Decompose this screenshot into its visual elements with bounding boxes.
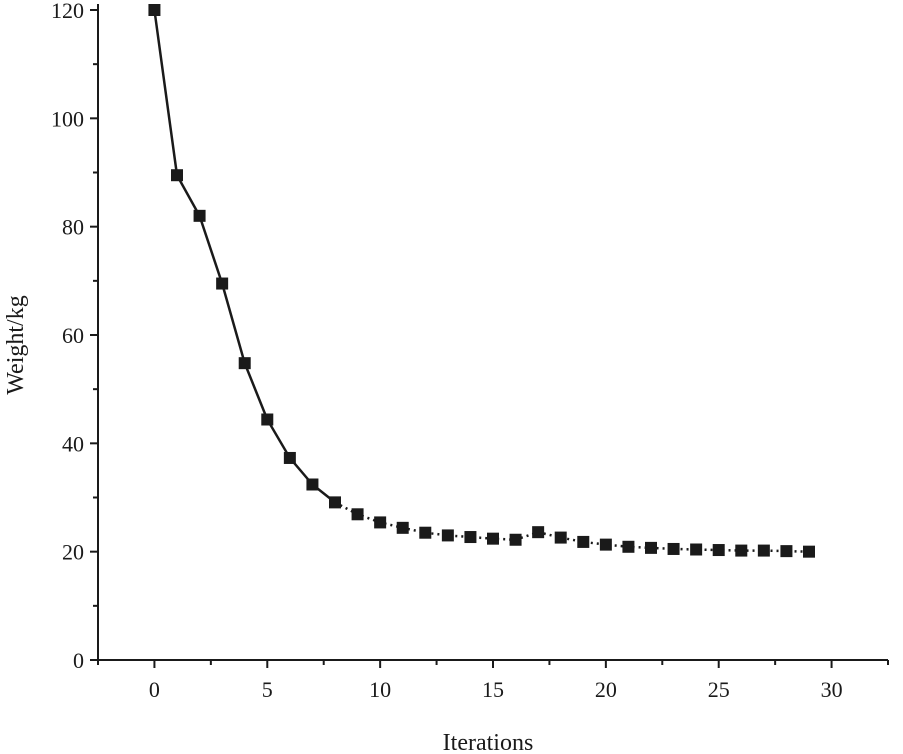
data-point-marker <box>622 540 635 553</box>
plot-area: 0 20 40 60 80 100 120 0 5 10 15 20 25 30 <box>51 0 889 702</box>
x-tick-label: 25 <box>708 677 730 702</box>
data-point-marker <box>171 169 183 182</box>
data-point-marker <box>441 529 454 542</box>
x-tick-label: 10 <box>369 677 391 702</box>
data-point-marker <box>757 544 770 557</box>
data-point-marker <box>261 413 274 426</box>
data-point-marker <box>509 533 522 546</box>
data-point-marker <box>690 543 703 556</box>
data-point-marker <box>351 508 364 521</box>
data-point-marker <box>599 538 612 551</box>
data-point-marker <box>216 277 229 290</box>
series-line-solid <box>153 9 336 504</box>
y-tick-label: 60 <box>62 323 84 348</box>
data-point-marker <box>306 478 319 491</box>
data-point-marker <box>532 526 545 539</box>
y-tick-label: 40 <box>62 431 84 456</box>
x-tick-label: 20 <box>595 677 617 702</box>
x-tick-label: 30 <box>821 677 843 702</box>
y-axis-title: Weight/kg <box>3 295 29 394</box>
data-point-marker <box>374 516 387 529</box>
y-tick-label: 20 <box>62 540 84 565</box>
data-point-marker <box>487 532 499 545</box>
data-point-marker <box>419 526 432 539</box>
data-point-marker <box>396 521 409 534</box>
data-point-marker <box>283 451 296 464</box>
data-point-marker <box>712 544 725 557</box>
data-point-marker <box>329 496 341 509</box>
data-point-marker <box>667 542 680 555</box>
x-tick-label: 5 <box>262 677 273 702</box>
y-tick-label: 80 <box>62 215 84 240</box>
data-point-marker <box>735 544 748 557</box>
data-point-marker <box>780 545 793 558</box>
x-tick-label: 0 <box>149 677 160 702</box>
y-tick-label: 100 <box>51 106 84 131</box>
data-point-marker <box>577 535 590 548</box>
data-point-marker <box>464 531 477 544</box>
data-point-marker <box>554 531 567 544</box>
data-point-marker <box>238 357 251 370</box>
series-line-dotted <box>334 501 810 553</box>
data-point-marker <box>193 209 206 222</box>
data-point-marker <box>803 545 815 558</box>
y-tick-label: 120 <box>51 0 84 23</box>
y-tick-label: 0 <box>73 648 84 673</box>
x-axis-title: Iterations <box>443 730 534 754</box>
data-point-marker <box>645 541 657 554</box>
x-tick-label: 15 <box>482 677 504 702</box>
data-point-marker <box>148 4 161 16</box>
